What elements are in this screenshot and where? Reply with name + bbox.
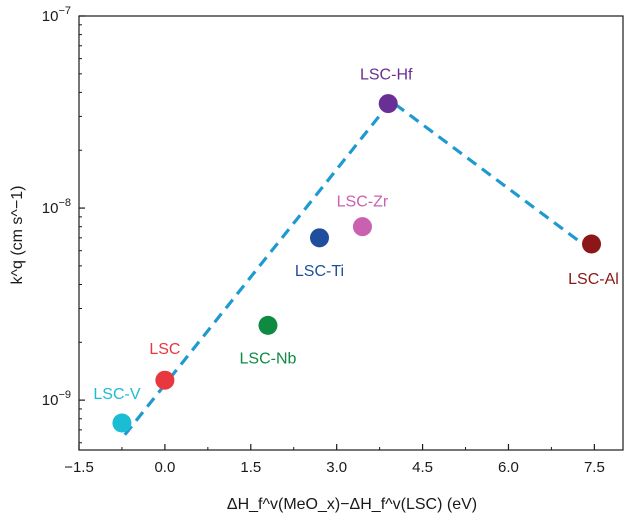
- x-tick-label: 6.0: [498, 459, 519, 476]
- point-lsc-nb: [258, 315, 278, 335]
- point-label-lsc-ti: LSC-Ti: [295, 263, 344, 280]
- point-lsc: [155, 370, 175, 390]
- x-tick-label: 0.0: [154, 459, 175, 476]
- point-label-lsc: LSC: [149, 341, 180, 358]
- point-lsc-hf: [378, 94, 398, 114]
- x-axis-title: ΔH_f^v(MeO_x)−ΔH_f^v(LSC) (eV): [227, 496, 477, 513]
- y-tick-label: 10−8: [42, 197, 71, 217]
- points-layer: LSC-V LSC LSC-Nb LSC-Ti LSC-Zr LSC-Hf LSC-Al: [93, 67, 619, 433]
- point-label-lsc-nb: LSC-Nb: [240, 350, 297, 367]
- point-lsc-ti: [310, 228, 330, 248]
- x-tick-label: 7.5: [584, 459, 605, 476]
- trend-line: [123, 98, 584, 436]
- y-tick-label: 10−7: [42, 5, 71, 25]
- point-lsc-zr: [352, 217, 372, 237]
- point-label-lsc-zr: LSC-Zr: [337, 194, 389, 211]
- x-tick-label: 4.5: [412, 459, 433, 476]
- x-tick-label: 1.5: [240, 459, 261, 476]
- y-tick-label: 10−9: [42, 389, 71, 409]
- x-tick-label: −1.5: [64, 459, 94, 476]
- point-label-lsc-hf: LSC-Hf: [360, 67, 413, 84]
- plot-border: [78, 15, 624, 451]
- tick-layer: −1.5 0.0 1.5 3.0 4.5 6.0 7.5 10−9 10−8 10−7: [42, 5, 605, 476]
- point-lsc-al: [582, 234, 602, 254]
- point-lsc-v: [112, 413, 132, 433]
- x-tick-label: 3.0: [326, 459, 347, 476]
- point-label-lsc-al: LSC-Al: [568, 271, 619, 288]
- trend-layer: [123, 98, 584, 436]
- point-label-lsc-v: LSC-V: [93, 386, 140, 403]
- y-axis-title: k^q (cm s^−1): [9, 185, 26, 284]
- plot-frame: [78, 15, 624, 451]
